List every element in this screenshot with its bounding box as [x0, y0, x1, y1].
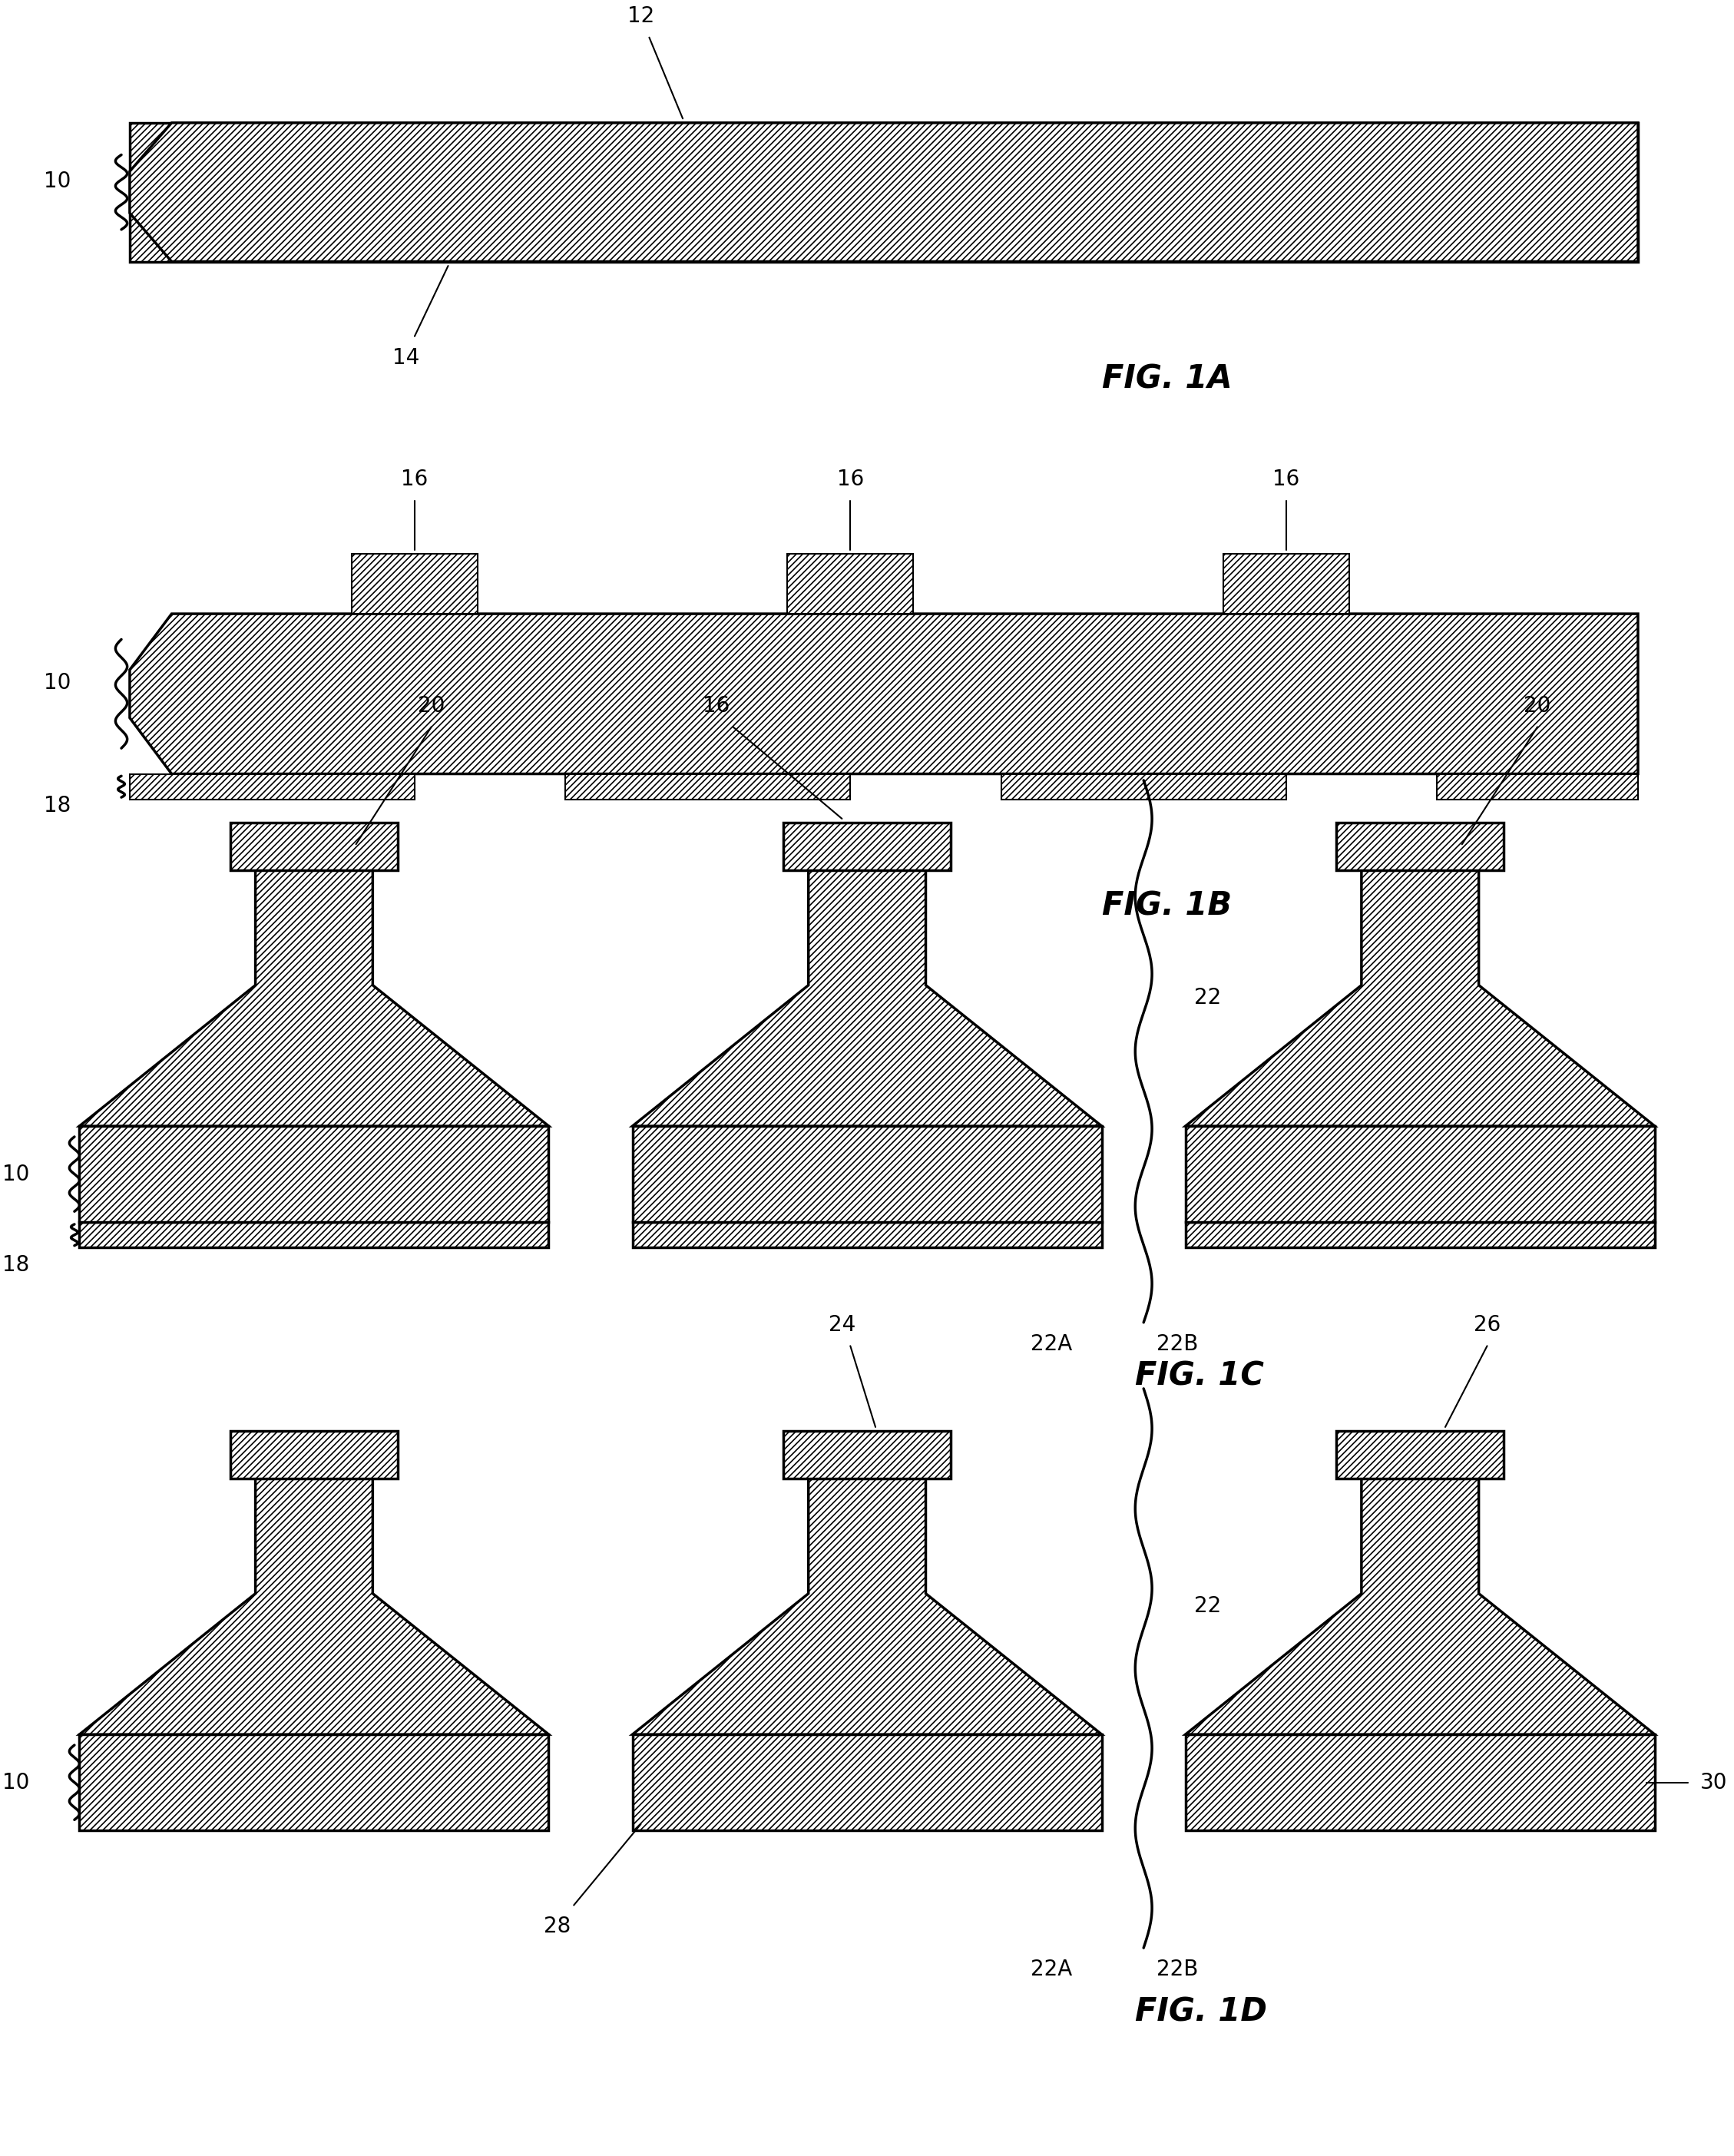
Text: 22A: 22A — [1030, 1958, 1072, 1979]
Bar — [80, 1222, 548, 1248]
Text: 26: 26 — [1474, 1313, 1500, 1335]
Text: FIG. 1C: FIG. 1C — [1136, 1360, 1264, 1393]
Polygon shape — [1186, 1479, 1654, 1733]
Bar — [1437, 774, 1639, 800]
Text: 16: 16 — [401, 468, 428, 489]
Bar — [1337, 824, 1503, 869]
Text: 20: 20 — [418, 694, 446, 716]
Bar — [1186, 1222, 1654, 1248]
Bar — [231, 824, 397, 869]
Text: FIG. 1A: FIG. 1A — [1101, 362, 1231, 395]
Text: 28: 28 — [543, 1917, 570, 1938]
Bar — [231, 1432, 397, 1479]
Bar — [633, 1125, 1101, 1222]
Text: 18: 18 — [2, 1255, 29, 1276]
Text: 16: 16 — [1273, 468, 1299, 489]
Text: 12: 12 — [628, 4, 654, 26]
Bar — [130, 123, 1639, 261]
Bar — [633, 1733, 1101, 1830]
Polygon shape — [80, 869, 548, 1125]
Bar — [80, 1733, 548, 1830]
Text: 16: 16 — [838, 468, 864, 489]
Text: 30: 30 — [1699, 1772, 1727, 1794]
Polygon shape — [633, 1479, 1101, 1733]
Bar — [80, 1125, 548, 1222]
Text: 24: 24 — [829, 1313, 855, 1335]
Text: 22: 22 — [1195, 1595, 1221, 1617]
Bar — [633, 1222, 1101, 1248]
Bar — [130, 774, 414, 800]
Bar — [352, 554, 477, 614]
Bar — [1001, 774, 1287, 800]
Bar — [1186, 1125, 1654, 1222]
Text: 16: 16 — [702, 694, 730, 716]
Bar — [784, 1432, 950, 1479]
Polygon shape — [130, 614, 1639, 774]
Polygon shape — [1186, 869, 1654, 1125]
Text: 10: 10 — [2, 1772, 29, 1794]
Text: 22A: 22A — [1030, 1332, 1072, 1354]
Text: 18: 18 — [43, 796, 71, 817]
Bar — [787, 554, 914, 614]
Bar — [784, 824, 950, 869]
Text: 22: 22 — [1195, 987, 1221, 1009]
Text: 20: 20 — [1524, 694, 1550, 716]
Text: FIG. 1D: FIG. 1D — [1136, 1996, 1268, 2029]
Text: 22B: 22B — [1157, 1958, 1198, 1979]
Polygon shape — [130, 123, 1639, 261]
Bar — [1186, 1733, 1654, 1830]
Text: 10: 10 — [2, 1164, 29, 1186]
Text: 22B: 22B — [1157, 1332, 1198, 1354]
Bar — [565, 774, 850, 800]
Polygon shape — [80, 1479, 548, 1733]
Text: 10: 10 — [43, 673, 71, 694]
Text: FIG. 1B: FIG. 1B — [1101, 890, 1231, 923]
Polygon shape — [633, 869, 1101, 1125]
Bar — [1222, 554, 1349, 614]
Text: 10: 10 — [43, 170, 71, 192]
Text: 14: 14 — [392, 347, 420, 369]
Bar — [1337, 1432, 1503, 1479]
